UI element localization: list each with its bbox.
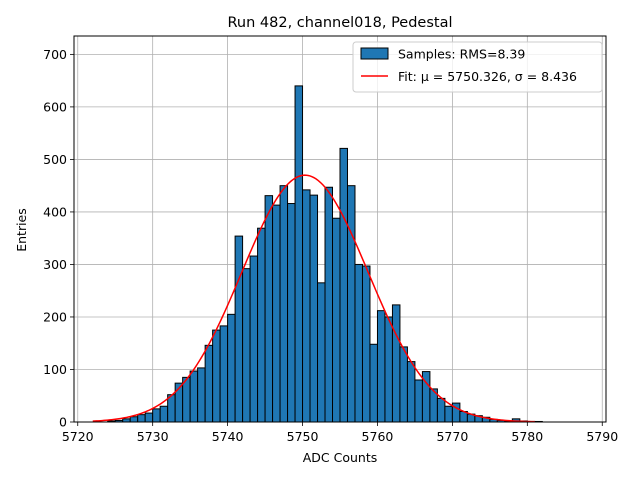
y-tick-label: 0 — [59, 415, 67, 430]
x-tick-label: 5770 — [436, 429, 468, 444]
histogram-bar — [406, 361, 416, 423]
x-tick-label: 5740 — [212, 429, 244, 444]
histogram-bars — [107, 85, 543, 423]
plot-frame — [73, 35, 607, 423]
x-tick-label: 5790 — [586, 429, 618, 444]
y-tick-label: 700 — [43, 47, 67, 62]
histogram-bar — [212, 329, 221, 423]
histogram-bar — [219, 325, 229, 423]
fit-curve — [92, 174, 535, 423]
histogram-bar — [167, 394, 176, 423]
histogram-bar — [317, 282, 326, 423]
y-tick-label: 400 — [43, 204, 67, 219]
x-axis-label: ADC Counts — [303, 450, 378, 465]
y-tick-label: 200 — [43, 309, 67, 324]
histogram-bar — [391, 304, 401, 423]
histogram-bar — [264, 195, 274, 423]
histogram-bar — [384, 316, 393, 423]
histogram-bar — [257, 227, 266, 423]
histogram-bar — [287, 203, 296, 423]
legend: Samples: RMS=8.39 Fit: μ = 5750.326, σ =… — [352, 41, 603, 93]
legend-swatch-samples — [360, 47, 389, 60]
histogram-bar — [444, 405, 453, 423]
histogram-bar — [436, 397, 446, 423]
fit-curve-group — [92, 174, 535, 423]
y-tick-label: 300 — [43, 257, 67, 272]
y-axis-label: Entries — [14, 208, 29, 252]
histogram-bar — [234, 235, 244, 423]
x-tick-label: 5720 — [62, 429, 94, 444]
histogram-bar — [302, 189, 311, 423]
histogram-bar — [227, 313, 236, 423]
histogram-bar — [182, 376, 191, 423]
histogram-bar — [137, 414, 146, 423]
y-axis-ticks: 0 100 200 300 400 500 600 700 — [43, 47, 74, 430]
histogram-bar — [354, 263, 363, 423]
histogram-bar — [249, 255, 259, 423]
histogram-bar — [152, 408, 161, 423]
chart-title: Run 482, channel018, Pedestal — [227, 15, 452, 31]
histogram-bar — [159, 405, 169, 423]
x-tick-label: 5750 — [287, 429, 319, 444]
histogram-bar — [414, 379, 423, 423]
histogram-bar — [376, 310, 386, 423]
histogram-bar — [369, 343, 378, 423]
legend-label-samples: Samples: RMS=8.39 — [398, 47, 525, 62]
histogram-bar — [361, 265, 371, 423]
x-axis-ticks: 5720 5730 5740 5750 5760 5770 5780 5790 — [62, 422, 618, 444]
histogram-bar — [242, 268, 251, 423]
histogram-bar — [197, 367, 206, 423]
x-tick-label: 5760 — [362, 429, 394, 444]
x-tick-label: 5730 — [137, 429, 169, 444]
legend-label-fit: Fit: μ = 5750.326, σ = 8.436 — [398, 69, 577, 84]
histogram-bar — [346, 185, 356, 423]
x-tick-label: 5780 — [511, 429, 543, 444]
y-tick-label: 100 — [43, 362, 67, 377]
histogram-bar — [339, 147, 348, 423]
y-tick-label: 500 — [43, 152, 67, 167]
histogram-bar — [279, 185, 289, 423]
histogram-bar — [144, 412, 154, 423]
histogram-bar — [309, 194, 319, 423]
histogram-bar — [129, 416, 139, 423]
histogram-bar — [399, 346, 408, 423]
y-tick-label: 600 — [43, 99, 67, 114]
histogram-bar — [324, 186, 334, 423]
histogram-bar — [189, 370, 199, 423]
histogram-bar — [294, 85, 304, 423]
histogram-bar — [272, 204, 281, 423]
histogram-bar — [332, 217, 341, 423]
legend-frame — [352, 41, 603, 93]
histogram-bar — [204, 344, 214, 423]
